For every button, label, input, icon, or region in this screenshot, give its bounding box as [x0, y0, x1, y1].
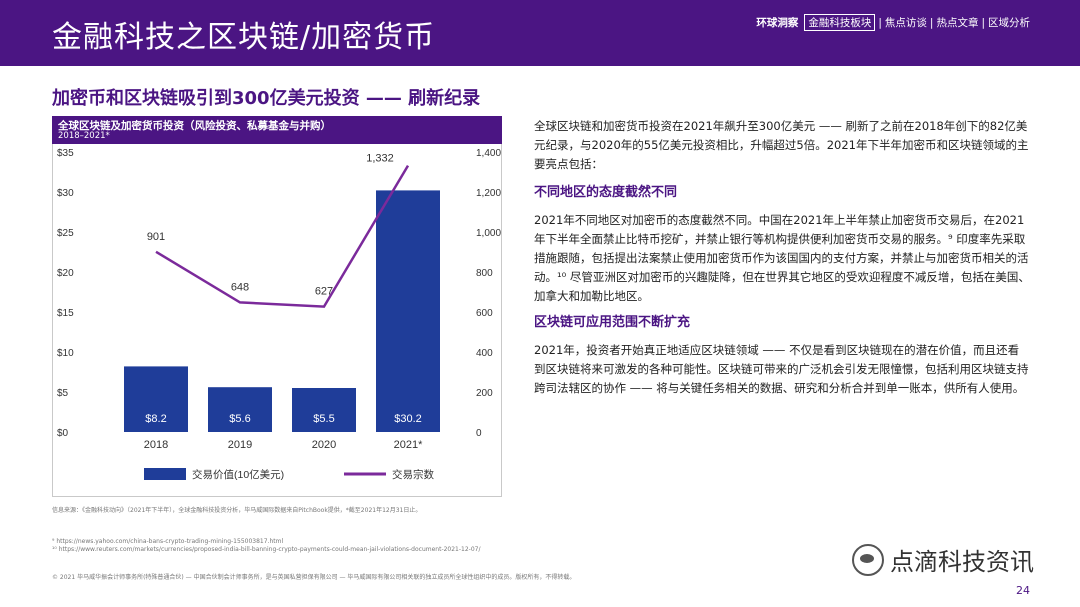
y-right-tick-label: 0: [476, 428, 482, 439]
watermark-text: 点滴科技资讯: [890, 548, 1034, 576]
y-right-tick-label: 800: [476, 268, 493, 279]
wechat-icon: [852, 543, 884, 576]
bar-2019: [208, 387, 272, 432]
y-left-tick-label: $35: [57, 148, 74, 159]
line-value-label: 1,332: [366, 153, 394, 165]
chart-title: 全球区块链及加密货币投资（风险投资、私募基金与并购）: [58, 120, 331, 132]
page-number: 24: [1016, 584, 1030, 597]
bar-2021: [376, 190, 440, 432]
y-right-tick-label: 400: [476, 348, 493, 359]
chart-source: 信息来源：《金融科技动向》（2021年下半年），全球金融科技投资分析，毕马威国际…: [52, 507, 422, 514]
header-bar: 金融科技之区块链/加密货币 环球洞察 金融科技板块 | 焦点访谈 | 热点文章 …: [0, 0, 1080, 66]
y-left-tick-label: $5: [57, 388, 69, 399]
section-body-regions: 2021年不同地区对加密币的态度截然不同。中国在2021年上半年禁止加密货币交易…: [534, 213, 1030, 303]
section-subtitle: 加密币和区块链吸引到300亿美元投资 —— 刷新纪录: [52, 88, 481, 109]
nav-separator: |: [929, 16, 934, 29]
y-right-tick-label: 1,000: [476, 228, 501, 239]
investment-chart: $0 $5 $10 $15 $20 $25 $30 $35 0 200 400 600 800 1,000…: [57, 148, 501, 481]
nav-item-fintech[interactable]: 金融科技板块: [804, 14, 876, 31]
section-body-applications: 2021年，投资者开始真正地适应区块链领域 —— 不仅是看到区块链现在的潜在价值…: [534, 343, 1029, 395]
footnote-9[interactable]: ⁹ https://news.yahoo.com/china-bans-cryp…: [52, 538, 284, 545]
legend-swatch-deal-value: [144, 468, 186, 480]
y-right-tick-label: 600: [476, 308, 493, 319]
nav-brand[interactable]: 环球洞察: [756, 17, 799, 29]
line-value-label: 627: [315, 286, 333, 298]
y-left-tick-label: $30: [57, 188, 74, 199]
x-tick-label: 2021*: [394, 439, 423, 451]
legend-label-deal-value: 交易价值(10亿美元): [192, 468, 284, 481]
footnote-10[interactable]: ¹⁰ https://www.reuters.com/markets/curre…: [52, 546, 481, 553]
intro-paragraph: 全球区块链和加密货币投资在2021年飙升至300亿美元 —— 刷新了之前在201…: [534, 119, 1029, 171]
deal-count-line: [155, 164, 410, 308]
top-nav: 环球洞察 金融科技板块 | 焦点访谈 | 热点文章 | 区域分析: [756, 14, 1030, 31]
nav-item-interviews[interactable]: 焦点访谈: [884, 17, 927, 29]
bar-value-label: $30.2: [394, 413, 422, 425]
line-value-label: 648: [231, 281, 249, 293]
y-left-tick-label: $0: [57, 428, 69, 439]
watermark: 点滴科技资讯: [852, 542, 1034, 577]
bar-2020: [292, 388, 356, 432]
y-right-tick-label: 1,400: [476, 148, 501, 159]
y-right-tick-label: 1,200: [476, 188, 501, 199]
x-tick-label: 2020: [312, 439, 336, 451]
chart-header: 全球区块链及加密货币投资（风险投资、私募基金与并购） 2018–2021*: [52, 116, 502, 144]
bar-value-label: $8.2: [145, 413, 166, 425]
y-left-tick-label: $25: [57, 228, 74, 239]
chart-frame: [52, 144, 502, 497]
nav-item-regions[interactable]: 区域分析: [988, 17, 1030, 29]
bar-2018: [124, 366, 188, 432]
nav-separator: |: [981, 16, 985, 29]
legend-label-deal-count: 交易宗数: [392, 468, 434, 481]
chart-period: 2018–2021*: [58, 131, 110, 141]
page-title: 金融科技之区块链/加密货币: [52, 20, 436, 55]
y-left-tick-label: $20: [57, 268, 74, 279]
x-tick-label: 2019: [228, 439, 252, 451]
y-left-tick-label: $15: [57, 308, 74, 319]
bar-value-label: $5.6: [229, 413, 250, 425]
line-value-label: 901: [147, 231, 165, 243]
x-tick-label: 2018: [144, 439, 168, 451]
nav-item-articles[interactable]: 热点文章: [936, 17, 979, 29]
section-title-regions: 不同地区的态度截然不同: [534, 185, 678, 200]
copyright-notice: © 2021 毕马威华振会计师事务所(特殊普通合伙) — 中国合伙制会计师事务所…: [52, 574, 576, 581]
y-left-tick-label: $10: [57, 348, 74, 359]
bar-value-label: $5.5: [313, 413, 334, 425]
nav-separator: |: [878, 16, 882, 29]
y-right-tick-label: 200: [476, 388, 493, 399]
section-title-applications: 区块链可应用范围不断扩充: [534, 315, 691, 330]
